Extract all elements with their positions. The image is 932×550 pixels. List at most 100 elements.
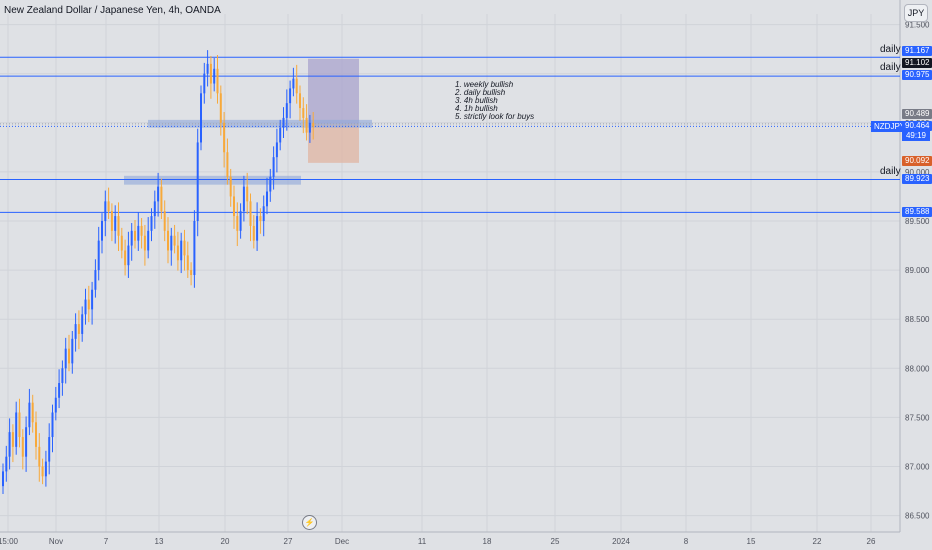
currency-button[interactable]: JPY (904, 4, 928, 22)
note-2: 2. daily bullish (455, 88, 506, 97)
candle-body-75 (249, 201, 252, 226)
candle-body-1 (5, 456, 8, 472)
target-zone (308, 58, 359, 124)
candle-body-0 (2, 471, 4, 487)
x-tick-label-10: 2024 (612, 537, 630, 546)
candle-body-76 (252, 225, 255, 241)
y-tick-label-5: 89.000 (905, 266, 930, 275)
candle-body-36 (120, 235, 123, 251)
note-4: 4. 1h bullish (455, 104, 498, 113)
lightning-icon[interactable]: ⚡ (302, 515, 317, 530)
chart-title: New Zealand Dollar / Japanese Yen, 4h, O… (4, 5, 221, 16)
candle-body-53 (176, 245, 179, 261)
y-tick-label-10: 86.500 (905, 512, 930, 521)
candle-body-21 (71, 338, 74, 364)
x-tick-label-14: 26 (867, 537, 876, 546)
candle-body-69 (229, 176, 232, 197)
y-tick-label-6: 88.500 (905, 315, 930, 324)
candle-body-83 (275, 142, 278, 158)
candle-body-56 (186, 255, 189, 271)
candle-body-5 (18, 412, 21, 438)
candle-body-92 (305, 117, 308, 133)
candle-body-4 (15, 412, 18, 447)
x-tick-label-9: 25 (551, 537, 560, 546)
candle-body-30 (101, 221, 103, 241)
candle-body-13 (44, 461, 47, 477)
candle-body-14 (48, 437, 51, 462)
candle-body-85 (282, 117, 285, 128)
x-tick-label-13: 22 (813, 537, 822, 546)
candle-body-2 (8, 432, 11, 457)
candle-body-34 (114, 216, 117, 231)
price-tag-90975: 90.975 (902, 70, 932, 80)
candle-body-44 (147, 230, 150, 251)
candle-body-49 (163, 211, 166, 231)
zone-lower (124, 175, 301, 185)
candle-body-39 (130, 230, 133, 246)
candle-body-86 (285, 103, 288, 118)
price-tag-91102: 91.102 (902, 58, 932, 68)
candle-body-42 (140, 225, 143, 236)
candle-body-65 (216, 68, 219, 94)
candle-body-16 (54, 397, 57, 413)
candle-body-57 (190, 270, 193, 276)
candle-body-48 (160, 186, 163, 212)
candle-body-90 (299, 93, 301, 109)
candle-body-37 (124, 250, 127, 266)
price-tag-89588: 89.588 (902, 207, 932, 217)
candle-body-6 (21, 437, 24, 457)
candle-body-40 (134, 230, 136, 241)
candle-body-47 (157, 186, 160, 202)
daily-label-third: daily (880, 166, 901, 177)
daily-label-top: daily (880, 44, 901, 55)
candle-body-26 (87, 299, 90, 310)
candle-body-33 (110, 211, 113, 231)
candle-body-82 (272, 157, 275, 177)
candle-body-78 (259, 216, 262, 221)
candle-body-71 (236, 216, 239, 231)
candle-body-15 (51, 412, 54, 438)
daily-label-second: daily (880, 62, 901, 73)
price-tag-90092: 90.092 (902, 156, 932, 166)
y-tick-label-9: 87.000 (905, 463, 930, 472)
candle-body-17 (58, 383, 61, 398)
candle-body-7 (25, 427, 28, 457)
candle-body-67 (223, 122, 226, 153)
candle-body-64 (213, 68, 216, 84)
candle-body-68 (226, 152, 229, 177)
price-tag-last: 90.464 (902, 121, 932, 131)
candle-body-60 (200, 93, 202, 143)
candle-body-81 (269, 176, 272, 192)
candle-body-29 (97, 240, 100, 271)
candle-body-84 (279, 127, 282, 143)
candle-body-20 (68, 348, 70, 364)
candle-body-38 (127, 245, 130, 266)
candle-body-70 (233, 196, 235, 217)
candle-body-79 (262, 206, 265, 221)
candle-body-45 (150, 216, 153, 231)
candle-body-59 (196, 142, 199, 221)
candle-body-55 (183, 240, 186, 256)
bar-countdown: 49:19 (902, 131, 930, 141)
x-tick-label-7: 11 (418, 537, 427, 546)
note-5: 5. strictly look for buys (455, 112, 535, 121)
candle-body-35 (117, 216, 120, 236)
candle-body-12 (41, 466, 44, 477)
candle-body-18 (61, 368, 64, 384)
candle-body-94 (312, 122, 315, 127)
stop-zone (308, 123, 359, 163)
note-1: 1. weekly bullish (455, 80, 514, 89)
candle-body-51 (170, 235, 173, 251)
note-3: 3. 4h bullish (455, 96, 498, 105)
candle-body-43 (143, 235, 146, 251)
candle-body-54 (180, 240, 183, 261)
x-tick-label-4: 20 (221, 537, 230, 546)
candle-body-19 (64, 348, 67, 369)
y-tick-label-4: 89.500 (905, 217, 930, 226)
candle-body-61 (203, 73, 206, 94)
candle-body-73 (242, 186, 245, 212)
candle-body-66 (219, 93, 222, 123)
candle-body-22 (74, 324, 77, 339)
